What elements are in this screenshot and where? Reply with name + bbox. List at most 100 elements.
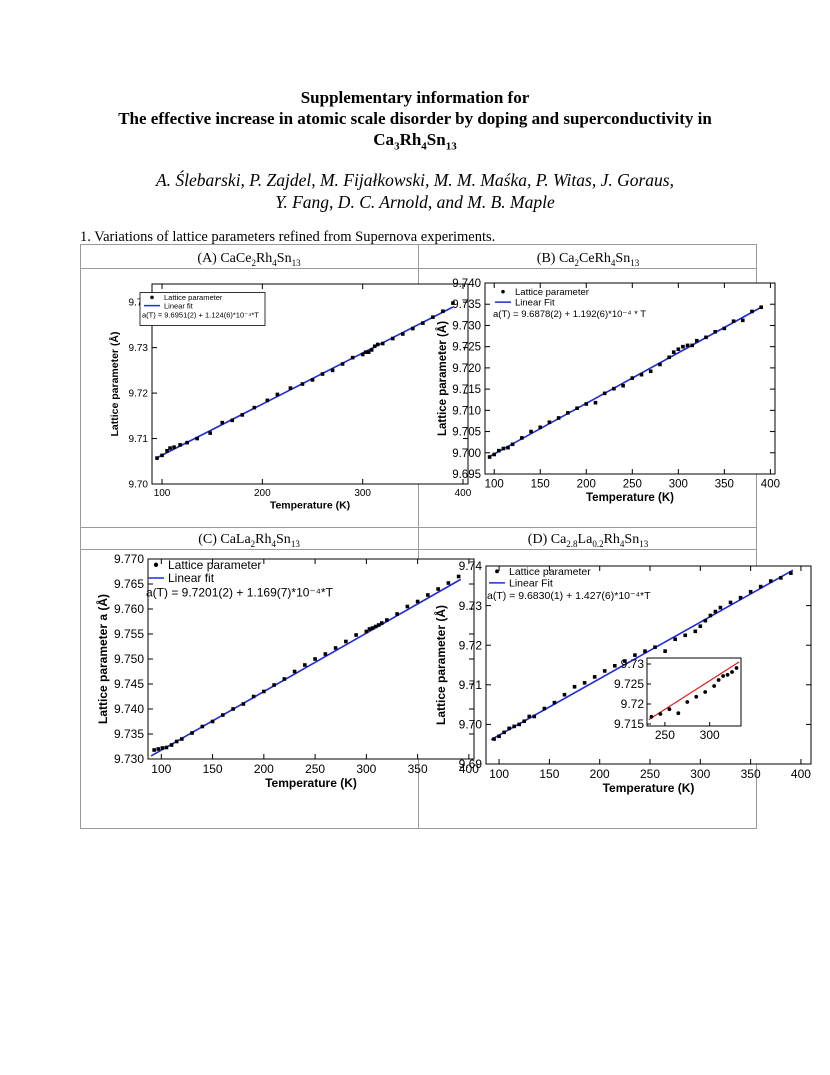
- data-point: [527, 714, 532, 719]
- data-point: [152, 748, 156, 752]
- table-divider-middle: [80, 527, 757, 528]
- inset-data-point: [694, 694, 699, 699]
- data-point: [160, 453, 164, 458]
- chart-d: 100 150 200 250 300 350 4009.699.709.719.729.7…: [433, 559, 812, 795]
- y-tick-label: 9.735: [114, 727, 144, 741]
- y-tick-label: 9.770: [114, 552, 144, 566]
- data-point: [252, 405, 257, 410]
- data-point: [375, 342, 380, 347]
- data-point: [333, 646, 338, 650]
- inset-y-tick-label: 9.72: [621, 697, 645, 711]
- data-point: [292, 669, 297, 674]
- data-point: [693, 629, 698, 634]
- data-point: [340, 362, 345, 366]
- data-point: [265, 398, 270, 403]
- data-point: [517, 722, 522, 727]
- data-point: [379, 621, 384, 625]
- data-point: [671, 350, 676, 354]
- data-point: [538, 425, 543, 430]
- y-tick-label: 9.715: [452, 384, 481, 396]
- inset-data-point: [703, 690, 708, 694]
- data-point: [380, 341, 385, 346]
- caption-b: (B) Ca2CeRh4Sn13: [536, 251, 640, 268]
- chart-c: 100 150 200 250 300 350 400 9.730 9.735 9.740 9.74…: [95, 552, 479, 790]
- y-tick-label: 9.71: [459, 678, 483, 692]
- data-point: [728, 600, 733, 605]
- data-point: [323, 652, 328, 656]
- data-point: [395, 612, 399, 616]
- data-point: [704, 335, 708, 340]
- data-point: [612, 386, 616, 391]
- y-axis-label: Lattice parameter (Å): [436, 321, 449, 436]
- data-point: [405, 604, 410, 609]
- data-point: [758, 584, 763, 589]
- inset-x-tick-label: 300: [700, 728, 720, 742]
- data-point: [220, 420, 225, 425]
- data-point: [522, 719, 527, 724]
- data-point: [512, 724, 516, 729]
- x-tick-label: 100: [151, 762, 171, 776]
- inset-data-point: [676, 711, 681, 716]
- data-point: [663, 649, 667, 653]
- data-point: [195, 436, 199, 441]
- data-point: [621, 383, 625, 388]
- x-tick-label: 150: [531, 479, 550, 491]
- y-axis-label: Lattice parameter (Å): [108, 331, 121, 436]
- data-point: [390, 336, 395, 341]
- data-point: [789, 571, 793, 575]
- y-tick-label: 9.74: [129, 298, 149, 309]
- x-tick-label: 300: [354, 488, 371, 499]
- data-point: [768, 579, 773, 583]
- data-point: [552, 700, 557, 705]
- x-tick-label: 200: [577, 479, 596, 491]
- data-point: [703, 618, 708, 623]
- data-point: [431, 315, 435, 319]
- data-point: [507, 726, 511, 731]
- y-tick-label: 9.735: [452, 299, 481, 311]
- data-point: [681, 344, 685, 349]
- inset-data-point: [649, 714, 654, 719]
- data-point: [421, 321, 425, 325]
- data-point: [190, 731, 194, 735]
- data-point: [364, 629, 369, 634]
- x-tick-label: 250: [305, 762, 325, 776]
- inset-x-tick-label: 250: [655, 728, 675, 742]
- data-point: [262, 689, 266, 694]
- title-line-2: The effective increase in atomic scale d…: [118, 109, 712, 128]
- x-tick-label: 400: [761, 479, 780, 491]
- x-tick-label: 350: [715, 479, 734, 491]
- data-point: [426, 593, 430, 597]
- inset-data-point: [658, 712, 663, 716]
- y-tick-label: 9.750: [114, 652, 144, 666]
- x-tick-label: 350: [741, 767, 761, 781]
- data-point: [415, 599, 420, 604]
- y-tick-label: 9.70: [129, 480, 149, 491]
- data-point: [602, 391, 607, 396]
- data-point: [451, 301, 455, 305]
- fit-equation: a(T) = 9.6830(1) + 1.427(6)*10⁻⁴*T: [487, 590, 651, 602]
- y-tick-label: 9.745: [114, 677, 144, 691]
- legend-line-label: Linear Fit: [515, 297, 555, 308]
- x-tick-label: 150: [539, 767, 559, 781]
- inset-frame: [646, 657, 742, 727]
- y-tick-label: 9.695: [452, 469, 481, 481]
- legend-line-label: Linear Fit: [509, 578, 553, 590]
- data-point: [510, 442, 515, 447]
- inset-data-point: [667, 707, 672, 712]
- data-point: [593, 400, 598, 405]
- data-point: [690, 343, 694, 348]
- inset-data-point: [721, 674, 725, 678]
- data-point: [372, 344, 377, 349]
- data-point: [630, 376, 635, 380]
- data-point: [502, 730, 506, 735]
- data-point: [487, 455, 492, 459]
- caption-d: (D) Ca2.8La0.2Rh4Sn13: [527, 532, 649, 549]
- data-point: [572, 684, 577, 689]
- data-point: [623, 659, 627, 663]
- inset-data-point: [734, 666, 739, 670]
- data-point: [750, 309, 754, 314]
- data-point: [582, 681, 587, 685]
- legend-line-label: Linear fit: [164, 301, 194, 310]
- x-tick-label: 100: [154, 488, 171, 499]
- data-point: [165, 449, 169, 453]
